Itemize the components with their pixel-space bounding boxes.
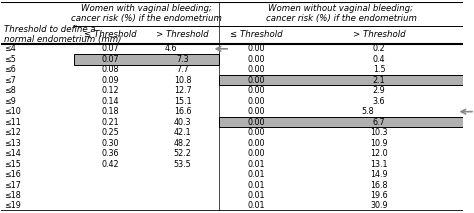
Text: 14.9: 14.9 — [370, 170, 388, 179]
Text: Women without vaginal bleeding;
cancer risk (%) if the endometrium: Women without vaginal bleeding; cancer r… — [265, 4, 417, 23]
Text: 0.08: 0.08 — [102, 65, 119, 74]
Text: 0.07: 0.07 — [102, 55, 119, 64]
Text: 0.00: 0.00 — [248, 86, 265, 95]
Text: ≤18: ≤18 — [4, 191, 20, 200]
Text: 0.42: 0.42 — [102, 160, 119, 168]
Text: 42.1: 42.1 — [174, 128, 191, 137]
Text: 0.01: 0.01 — [248, 180, 265, 190]
Text: 13.1: 13.1 — [370, 160, 388, 168]
Text: 0.18: 0.18 — [102, 107, 119, 116]
Bar — [219, 117, 464, 127]
Text: 1.5: 1.5 — [373, 65, 385, 74]
Text: 0.30: 0.30 — [102, 139, 119, 148]
Text: 5.8: 5.8 — [361, 107, 374, 116]
Text: 6.7: 6.7 — [373, 118, 385, 127]
Text: 0.00: 0.00 — [248, 97, 265, 106]
Text: 0.07: 0.07 — [102, 44, 119, 53]
Text: ≤6: ≤6 — [4, 65, 16, 74]
Text: 10.9: 10.9 — [370, 139, 388, 148]
Text: ≤14: ≤14 — [4, 149, 20, 158]
Text: 0.00: 0.00 — [248, 128, 265, 137]
Text: 0.00: 0.00 — [248, 65, 265, 74]
Text: 2.1: 2.1 — [373, 76, 385, 85]
Text: ≤7: ≤7 — [4, 76, 16, 85]
Bar — [74, 54, 219, 65]
Text: ≤11: ≤11 — [4, 118, 20, 127]
Text: 40.3: 40.3 — [174, 118, 191, 127]
Text: 30.9: 30.9 — [370, 201, 388, 210]
Text: ≤17: ≤17 — [4, 180, 20, 190]
Text: 0.00: 0.00 — [248, 76, 265, 85]
Text: 0.14: 0.14 — [102, 97, 119, 106]
Text: ≤12: ≤12 — [4, 128, 20, 137]
Text: ≤5: ≤5 — [4, 55, 16, 64]
Text: 0.00: 0.00 — [248, 55, 265, 64]
Text: 0.09: 0.09 — [102, 76, 119, 85]
Text: 0.25: 0.25 — [102, 128, 119, 137]
Text: 0.12: 0.12 — [102, 86, 119, 95]
Text: 16.8: 16.8 — [370, 180, 388, 190]
Text: 0.2: 0.2 — [373, 44, 385, 53]
Text: 19.6: 19.6 — [370, 191, 388, 200]
Text: ≤10: ≤10 — [4, 107, 20, 116]
Text: ≤4: ≤4 — [4, 44, 16, 53]
Text: 0.01: 0.01 — [248, 170, 265, 179]
Text: 0.00: 0.00 — [248, 107, 265, 116]
Text: ≤8: ≤8 — [4, 86, 16, 95]
Text: 0.00: 0.00 — [248, 139, 265, 148]
Text: 2.9: 2.9 — [373, 86, 385, 95]
Text: > Threshold: > Threshold — [353, 30, 405, 39]
Text: 53.5: 53.5 — [174, 160, 191, 168]
Text: Threshold to define a
normal endometrium (mm): Threshold to define a normal endometrium… — [4, 25, 121, 44]
Text: 7.7: 7.7 — [176, 65, 189, 74]
Text: 0.01: 0.01 — [248, 201, 265, 210]
Text: ≤9: ≤9 — [4, 97, 16, 106]
Text: ≤ Threshold: ≤ Threshold — [230, 30, 283, 39]
Text: 48.2: 48.2 — [174, 139, 191, 148]
Text: 12.7: 12.7 — [174, 86, 191, 95]
Text: 3.6: 3.6 — [373, 97, 385, 106]
Bar — [219, 75, 464, 85]
Text: 15.1: 15.1 — [174, 97, 191, 106]
Text: 7.3: 7.3 — [176, 55, 189, 64]
Text: ≤16: ≤16 — [4, 170, 20, 179]
Text: 0.01: 0.01 — [248, 160, 265, 168]
Text: 0.00: 0.00 — [248, 149, 265, 158]
Text: 10.3: 10.3 — [370, 128, 388, 137]
Text: ≤13: ≤13 — [4, 139, 20, 148]
Text: 12.0: 12.0 — [370, 149, 388, 158]
Text: 0.01: 0.01 — [248, 191, 265, 200]
Text: ≤ Threshold: ≤ Threshold — [84, 30, 137, 39]
Text: 0.36: 0.36 — [102, 149, 119, 158]
Text: 16.6: 16.6 — [174, 107, 191, 116]
Text: 52.2: 52.2 — [174, 149, 191, 158]
Text: 10.8: 10.8 — [174, 76, 191, 85]
Text: 0.4: 0.4 — [373, 55, 385, 64]
Text: 0.00: 0.00 — [248, 118, 265, 127]
Text: > Threshold: > Threshold — [156, 30, 209, 39]
Text: 0.21: 0.21 — [102, 118, 119, 127]
Text: 4.6: 4.6 — [165, 44, 177, 53]
Text: ≤15: ≤15 — [4, 160, 20, 168]
Text: 0.00: 0.00 — [248, 44, 265, 53]
Text: Women with vaginal bleeding;
cancer risk (%) if the endometrium: Women with vaginal bleeding; cancer risk… — [71, 4, 222, 23]
Text: ≤19: ≤19 — [4, 201, 20, 210]
